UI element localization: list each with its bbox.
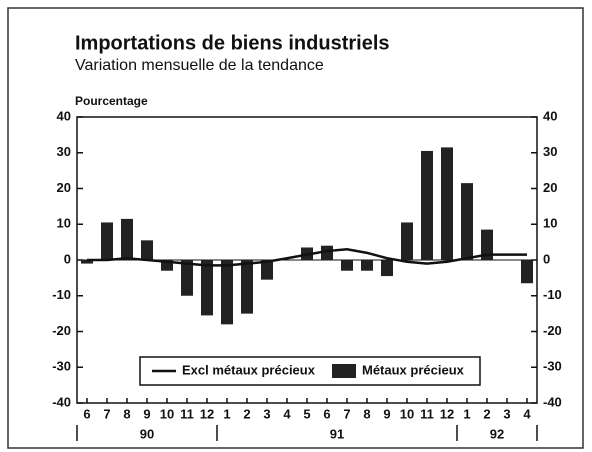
y-tick-label: 0 — [64, 251, 71, 266]
x-tick-label: 9 — [383, 406, 390, 421]
bar — [461, 183, 473, 260]
y-tick-label: 10 — [57, 216, 71, 231]
x-tick-label: 8 — [123, 406, 130, 421]
y-tick-label: -10 — [52, 287, 71, 302]
x-tick-label: 8 — [363, 406, 370, 421]
chart-subtitle: Variation mensuelle de la tendance — [75, 57, 324, 74]
y2-tick-label: 30 — [543, 144, 557, 159]
x-tick-label: 4 — [283, 406, 291, 421]
bar — [401, 222, 413, 260]
bar — [361, 260, 373, 271]
x-tick-label: 6 — [323, 406, 330, 421]
x-tick-label: 6 — [83, 406, 90, 421]
bar — [481, 229, 493, 260]
bar — [321, 245, 333, 260]
y2-tick-label: 0 — [543, 251, 550, 266]
x-tick-label: 11 — [420, 406, 434, 421]
x-tick-label: 3 — [263, 406, 270, 421]
legend-swatch — [332, 364, 356, 378]
y2-tick-label: 40 — [543, 108, 557, 123]
legend-box — [139, 356, 481, 386]
y-tick-label: -30 — [52, 359, 71, 374]
y2-tick-label: 10 — [543, 216, 557, 231]
x-tick-label: 5 — [303, 406, 310, 421]
x-tick-label: 3 — [503, 406, 510, 421]
bar — [521, 260, 533, 284]
year-label: 91 — [330, 426, 344, 441]
bar — [101, 222, 113, 260]
chart-title: Importations de biens industriels — [75, 32, 390, 54]
x-tick-label: 9 — [143, 406, 150, 421]
y-tick-label: 20 — [57, 180, 71, 195]
y2-tick-label: -40 — [543, 394, 562, 409]
y-tick-label: -40 — [52, 394, 71, 409]
bar — [241, 260, 253, 314]
x-tick-label: 10 — [160, 406, 174, 421]
legend-label: Métaux précieux — [362, 362, 465, 377]
bar — [121, 218, 133, 260]
bar — [201, 260, 213, 316]
x-tick-label: 12 — [440, 406, 454, 421]
x-tick-label: 2 — [483, 406, 490, 421]
year-label: 90 — [140, 426, 154, 441]
frame — [7, 7, 584, 449]
bar — [81, 260, 93, 264]
year-label: 92 — [490, 426, 504, 441]
bar — [221, 260, 233, 325]
y-tick-label: 40 — [57, 108, 71, 123]
x-tick-label: 4 — [523, 406, 531, 421]
x-tick-label: 1 — [463, 406, 470, 421]
x-tick-label: 2 — [243, 406, 250, 421]
bar — [341, 260, 353, 271]
x-tick-label: 7 — [103, 406, 110, 421]
x-tick-label: 12 — [200, 406, 214, 421]
x-tick-label: 10 — [400, 406, 414, 421]
legend-label: Excl métaux précieux — [182, 362, 316, 377]
bar — [181, 260, 193, 296]
x-tick-label: 1 — [223, 406, 230, 421]
y2-tick-label: -20 — [543, 323, 562, 338]
y-tick-label: 30 — [57, 144, 71, 159]
bar — [381, 260, 393, 277]
bar — [441, 147, 453, 260]
bar — [261, 260, 273, 280]
y-axis-label: Pourcentage — [75, 94, 148, 108]
y2-tick-label: 20 — [543, 180, 557, 195]
y-tick-label: -20 — [52, 323, 71, 338]
x-tick-label: 11 — [180, 406, 194, 421]
bar — [141, 240, 153, 260]
y2-tick-label: -10 — [543, 287, 562, 302]
bar — [421, 150, 433, 260]
line — [87, 248, 527, 267]
x-tick-label: 7 — [343, 406, 350, 421]
y2-tick-label: -30 — [543, 359, 562, 374]
bar — [161, 260, 173, 271]
